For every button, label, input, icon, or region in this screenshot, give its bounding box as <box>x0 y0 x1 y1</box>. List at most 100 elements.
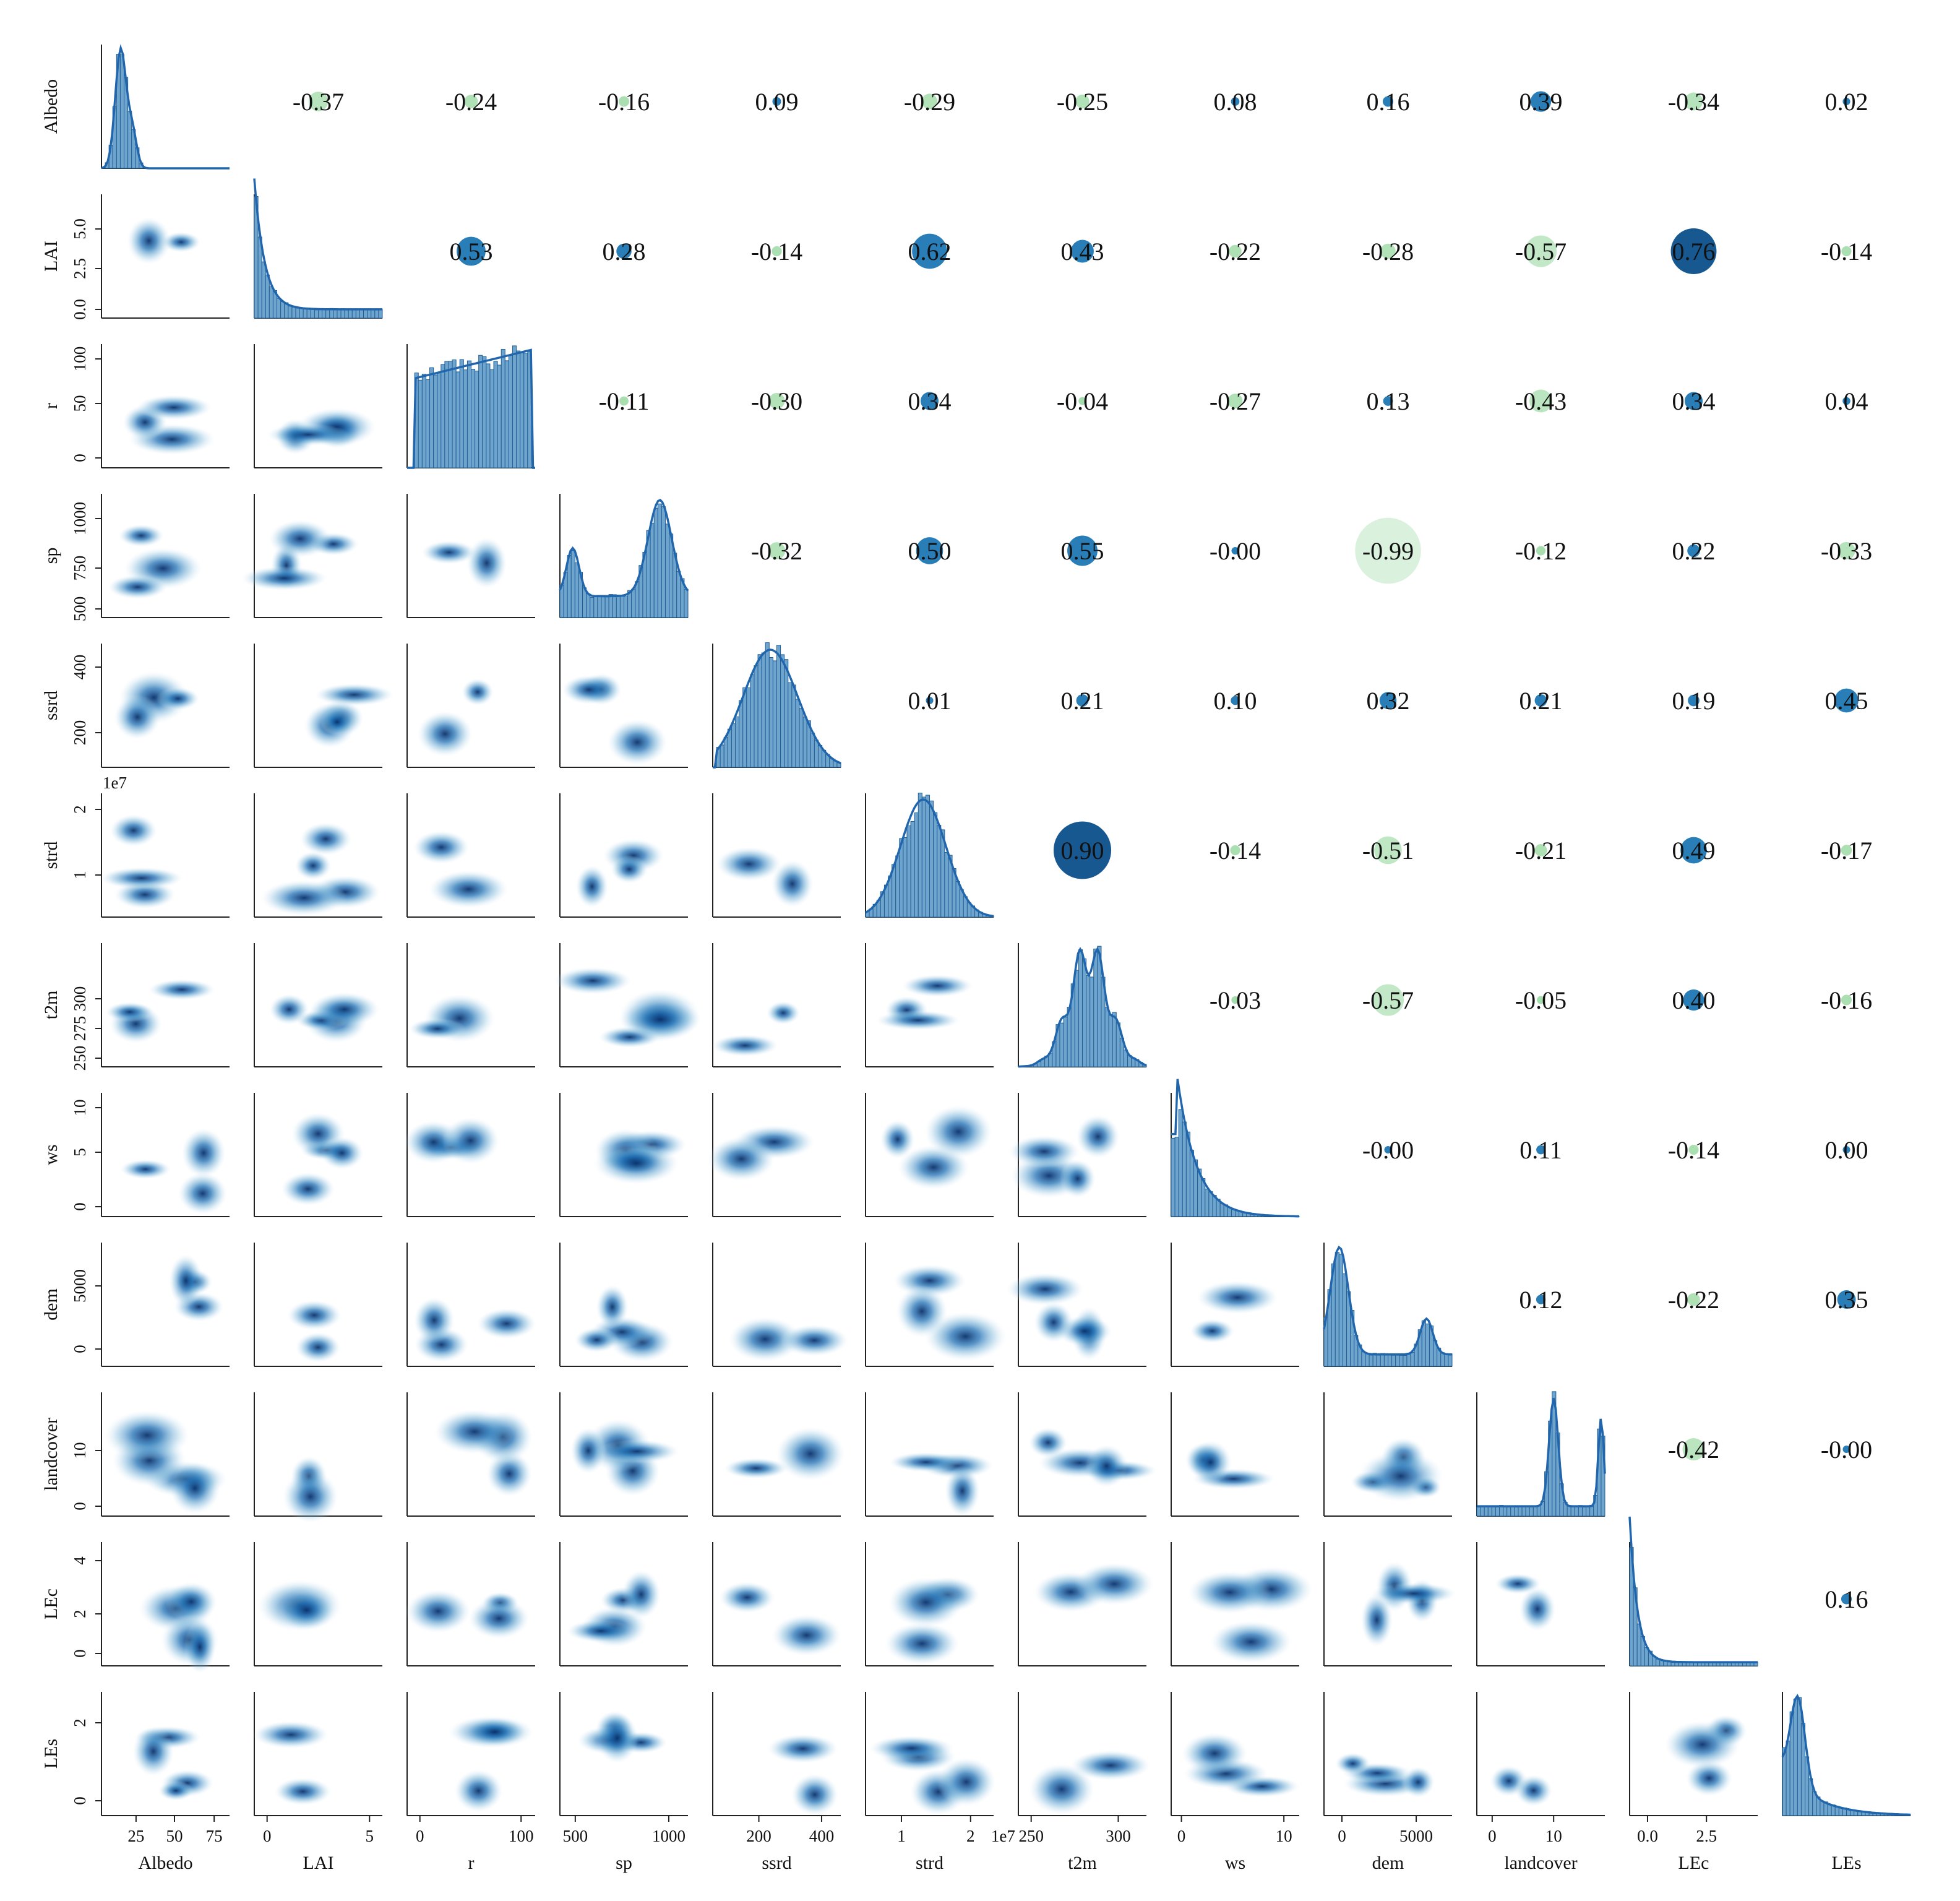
panel-t2m-LAI <box>254 943 382 1067</box>
hist-bar <box>1503 1506 1508 1517</box>
panel-ssrd-Albedo <box>101 644 230 768</box>
hist-bar <box>489 369 494 468</box>
hist-bar <box>925 795 930 918</box>
hist-bar <box>772 660 777 768</box>
hist-bar <box>1335 1252 1339 1367</box>
coef-label: 0.39 <box>1519 88 1563 116</box>
coef-label: -0.51 <box>1362 837 1414 864</box>
y-axis-label-Albedo: Albedo <box>41 79 61 134</box>
hist-bar <box>933 812 938 918</box>
panel-LEc-ws <box>1171 1542 1313 1666</box>
kde-density <box>320 1136 364 1170</box>
hist-bar <box>757 654 762 768</box>
kde-curve <box>865 798 994 918</box>
panel-LEs-LEs <box>1781 1692 1911 1816</box>
panel-landcover-ws <box>1171 1392 1299 1517</box>
y-axis-label-landcover: landcover <box>41 1418 61 1491</box>
coef-sp-LEs: -0.33 <box>1821 537 1872 565</box>
y-tick-label: 250 <box>71 1046 89 1071</box>
coef-label: 0.01 <box>908 687 952 715</box>
hist-bar <box>1403 1355 1408 1367</box>
coef-bubble <box>1071 239 1094 263</box>
kde-density <box>476 1308 536 1339</box>
coef-bubble <box>1229 244 1242 258</box>
y-axis-label-ssrd: ssrd <box>41 691 61 720</box>
coef-Albedo-t2m: -0.25 <box>1057 88 1108 116</box>
x-tick-label: 300 <box>1106 1827 1131 1845</box>
kde-density <box>888 1452 963 1472</box>
coef-ssrd-LEc: 0.19 <box>1672 687 1716 715</box>
x-axis-label-LAI: LAI <box>303 1853 334 1873</box>
hist-bar <box>731 723 736 768</box>
x-tick-label: 500 <box>563 1827 588 1845</box>
hist-bar <box>1399 1355 1404 1367</box>
kde-density <box>320 709 354 736</box>
kde-density <box>901 974 973 998</box>
hist-bar <box>799 708 804 768</box>
hist-bar <box>1586 1506 1591 1517</box>
panel-sp-r <box>406 494 535 618</box>
hist-bar <box>523 353 528 468</box>
panel-ssrd-ssrd <box>712 642 841 769</box>
coef-sp-t2m: 0.55 <box>1061 535 1104 566</box>
coef-label: 0.49 <box>1672 837 1716 864</box>
coef-strd-t2m: 0.90 <box>1053 821 1112 879</box>
kde-density <box>127 217 171 265</box>
panel-strd-ssrd <box>712 793 841 918</box>
hist-bar <box>742 687 747 768</box>
coef-label: -0.21 <box>1515 837 1567 864</box>
coef-bubble <box>1688 1144 1699 1155</box>
hist-bar <box>1827 1804 1832 1816</box>
panel-strd-r <box>406 793 535 918</box>
coef-bubble <box>1067 535 1098 566</box>
panel-LEs-t2m <box>1018 1692 1151 1816</box>
y-tick-label: 100 <box>71 347 89 372</box>
panel-t2m-sp <box>554 943 702 1067</box>
kde-density <box>924 1311 1007 1361</box>
y-tick-label: 0.0 <box>71 299 89 320</box>
hist-bar <box>903 837 908 918</box>
panel-r-Albedo <box>101 344 230 468</box>
coef-bubble <box>308 92 329 111</box>
coef-LAI-strd: 0.62 <box>908 233 952 269</box>
coef-sp-landcover: -0.12 <box>1515 537 1567 565</box>
hist-bar <box>780 654 785 768</box>
y-tick-label: 0 <box>71 1202 89 1211</box>
hist-bar <box>1820 1800 1825 1816</box>
kde-density <box>118 524 164 547</box>
kde-density <box>575 865 609 908</box>
x-tick-label: 5 <box>366 1827 374 1845</box>
kde-density <box>791 1774 839 1816</box>
coef-label: -0.00 <box>1362 1136 1414 1164</box>
coef-r-t2m: -0.04 <box>1057 387 1108 415</box>
coef-sp-dem: -0.99 <box>1355 517 1421 584</box>
kde-density <box>767 1734 839 1764</box>
coef-r-ssrd: -0.30 <box>751 387 802 415</box>
coef-label: -0.16 <box>1821 986 1872 1014</box>
coef-bubble <box>1231 696 1240 705</box>
coef-ws-landcover: 0.11 <box>1519 1136 1562 1164</box>
kde-density <box>161 231 201 252</box>
hist-bar <box>337 309 342 319</box>
hist-bar <box>280 301 285 319</box>
panel-LEs-sp <box>559 1692 688 1816</box>
coef-ws-LEs: 0.00 <box>1825 1136 1868 1164</box>
coef-bubble <box>1380 243 1396 259</box>
hist-bar <box>295 308 300 319</box>
coef-bubble <box>1227 394 1243 408</box>
coef-LAI-ssrd: -0.14 <box>751 238 802 265</box>
kde-density <box>728 1316 802 1362</box>
kde-density <box>621 1569 661 1619</box>
coef-bubble <box>1374 836 1402 864</box>
hist-bar <box>1574 1506 1579 1517</box>
coef-label: -0.03 <box>1210 986 1261 1014</box>
kde-curve <box>1323 1245 1452 1356</box>
coef-bubble <box>912 233 947 269</box>
hist-bar <box>448 361 453 468</box>
coef-strd-dem: -0.51 <box>1362 836 1414 864</box>
hist-bar <box>367 309 372 319</box>
y-tick-label: 2 <box>71 1610 89 1618</box>
hist-bar <box>720 744 724 768</box>
kde-density <box>281 1172 335 1206</box>
hist-bar <box>616 594 621 618</box>
